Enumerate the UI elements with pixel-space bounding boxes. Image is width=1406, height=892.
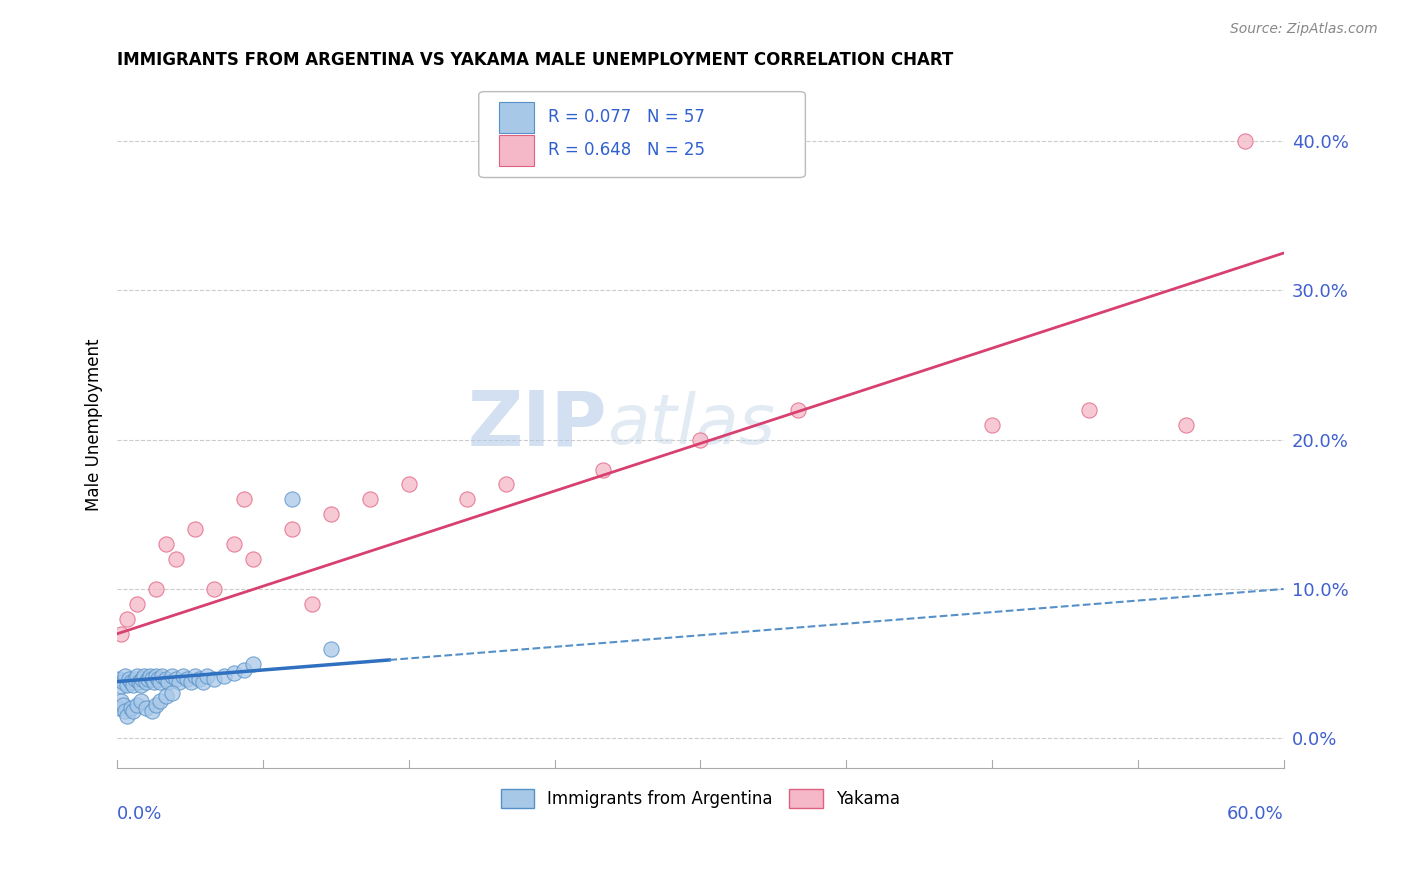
Point xyxy=(124,672,146,686)
Y-axis label: Male Unemployment: Male Unemployment xyxy=(86,338,103,511)
Text: R = 0.077   N = 57: R = 0.077 N = 57 xyxy=(547,109,704,127)
Point xyxy=(232,663,254,677)
Point xyxy=(110,627,132,641)
Point xyxy=(176,672,198,686)
Point xyxy=(114,668,136,682)
Point xyxy=(111,698,134,713)
Point xyxy=(172,668,194,682)
Point xyxy=(359,492,381,507)
Point xyxy=(149,674,172,689)
Point xyxy=(242,552,264,566)
Point xyxy=(115,677,138,691)
Text: IMMIGRANTS FROM ARGENTINA VS YAKAMA MALE UNEMPLOYMENT CORRELATION CHART: IMMIGRANTS FROM ARGENTINA VS YAKAMA MALE… xyxy=(117,51,953,69)
Point xyxy=(212,668,235,682)
Point xyxy=(156,674,179,689)
Point xyxy=(125,668,148,682)
Point xyxy=(146,672,169,686)
Point xyxy=(145,668,167,682)
Point xyxy=(281,492,304,507)
Point xyxy=(141,672,163,686)
Point xyxy=(145,582,167,596)
Point xyxy=(592,462,614,476)
Point xyxy=(495,477,517,491)
Point xyxy=(115,709,138,723)
Point xyxy=(121,677,143,691)
Point xyxy=(134,668,156,682)
Point xyxy=(129,694,152,708)
Point xyxy=(222,665,245,680)
Point xyxy=(202,582,225,596)
Point xyxy=(118,672,141,686)
Point xyxy=(689,433,711,447)
Point xyxy=(398,477,420,491)
Point xyxy=(150,668,173,682)
Point xyxy=(131,672,153,686)
Point xyxy=(145,698,167,713)
Point xyxy=(180,674,202,689)
Point xyxy=(165,672,187,686)
Point xyxy=(195,668,218,682)
Point xyxy=(169,674,191,689)
Point xyxy=(981,417,1004,432)
Point xyxy=(319,508,342,522)
Text: R = 0.648   N = 25: R = 0.648 N = 25 xyxy=(547,141,704,160)
Point xyxy=(155,537,177,551)
Point xyxy=(128,674,150,689)
Point xyxy=(111,674,134,689)
Point xyxy=(125,698,148,713)
Point xyxy=(120,674,142,689)
Point xyxy=(456,492,478,507)
Point xyxy=(184,668,207,682)
Point xyxy=(319,641,342,656)
Point xyxy=(108,701,131,715)
Point xyxy=(141,705,163,719)
Point xyxy=(108,672,131,686)
Point xyxy=(202,672,225,686)
Point xyxy=(187,672,209,686)
Text: 60.0%: 60.0% xyxy=(1227,805,1284,823)
Point xyxy=(232,492,254,507)
Text: Source: ZipAtlas.com: Source: ZipAtlas.com xyxy=(1230,22,1378,37)
Point xyxy=(242,657,264,671)
Point xyxy=(143,674,166,689)
Point xyxy=(120,701,142,715)
Text: ZIP: ZIP xyxy=(468,388,607,462)
Point xyxy=(155,690,177,704)
Point xyxy=(281,522,304,536)
Point xyxy=(222,537,245,551)
Point xyxy=(301,597,323,611)
Point xyxy=(135,674,157,689)
Point xyxy=(165,552,187,566)
Point xyxy=(121,705,143,719)
Point xyxy=(136,672,159,686)
Point xyxy=(155,672,177,686)
Point xyxy=(786,402,808,417)
Point xyxy=(110,679,132,693)
Bar xyxy=(499,102,534,133)
Point xyxy=(1175,417,1198,432)
Point xyxy=(160,686,183,700)
Point xyxy=(135,701,157,715)
Bar xyxy=(499,135,534,166)
Point xyxy=(139,668,162,682)
Point xyxy=(114,705,136,719)
Legend: Immigrants from Argentina, Yakama: Immigrants from Argentina, Yakama xyxy=(494,782,907,814)
Point xyxy=(184,522,207,536)
Point xyxy=(125,597,148,611)
Text: atlas: atlas xyxy=(607,392,775,458)
Point xyxy=(160,668,183,682)
Point xyxy=(1078,402,1101,417)
Text: 0.0%: 0.0% xyxy=(117,805,163,823)
Point xyxy=(110,694,132,708)
Point xyxy=(1233,134,1256,148)
Point xyxy=(149,694,172,708)
Point xyxy=(115,612,138,626)
FancyBboxPatch shape xyxy=(479,92,806,178)
Point xyxy=(129,677,152,691)
Point xyxy=(191,674,214,689)
